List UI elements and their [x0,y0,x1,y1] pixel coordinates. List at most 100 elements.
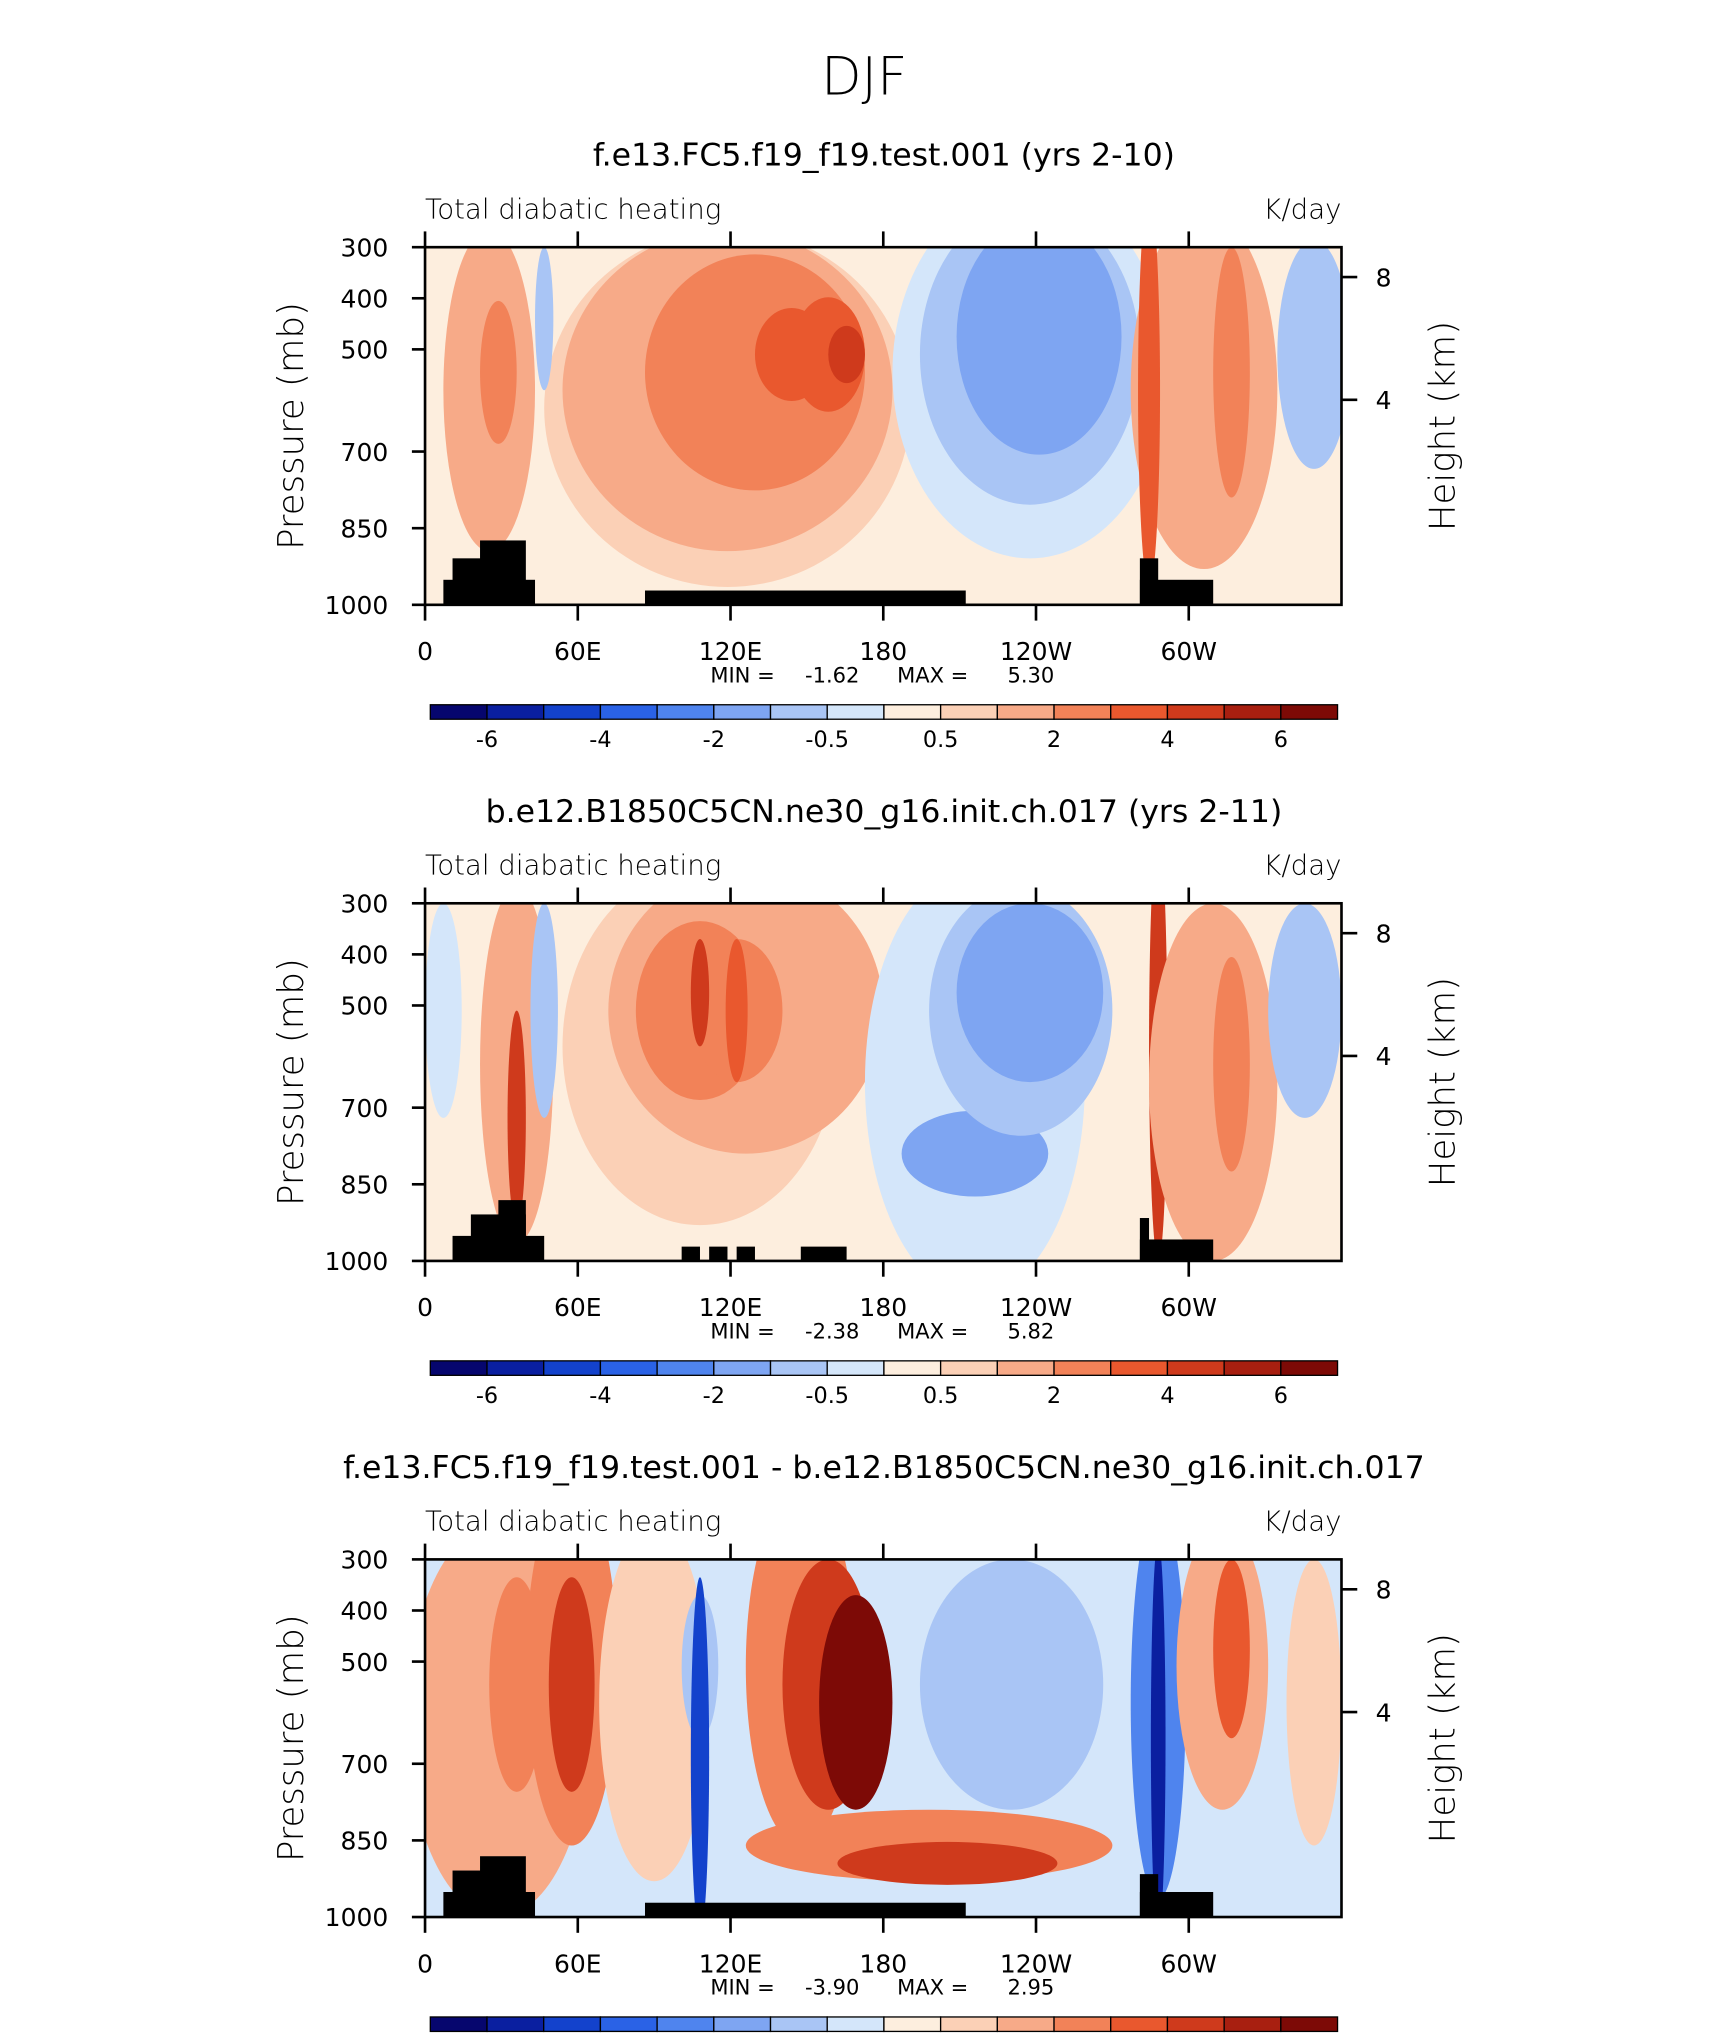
field-region [690,1577,710,1918]
colorbar-box [599,2016,658,2033]
field [425,903,1342,1261]
colorbar-box [713,704,772,720]
y-tick-label: 1000 [325,1247,389,1276]
colorbar-box [656,1360,715,1376]
field-region [819,1595,893,1810]
colorbar-box [713,1360,772,1376]
colorbar-box [769,1360,828,1376]
topography [1139,558,1159,605]
colorbar-tick-label: -2 [703,1383,725,1409]
colorbar-box [996,1360,1055,1376]
colorbar-box [599,704,658,720]
x-tick-label: 0 [417,1293,433,1322]
field-region [507,1010,526,1226]
y2-tick-label: 8 [1376,1576,1392,1605]
x-tick-label: 0 [417,637,433,666]
topography [800,1246,847,1261]
panel: f.e13.FC5.f19_f19.test.001 (yrs 2-10) Tot… [271,138,1464,753]
colorbar-box [826,2016,885,2033]
colorbar-box [486,1360,545,1376]
colorbar-box [486,704,545,720]
topography [480,1856,526,1918]
colorbar-box [599,1360,658,1376]
field-region [837,1841,1058,1885]
x-tick-label: 60E [554,1293,602,1322]
y-tick-label: 300 [341,889,389,918]
topography [681,1246,700,1261]
colorbar-box [429,704,488,720]
colorbar-box [1166,2016,1225,2033]
x-tick-label: 120E [699,1949,762,1978]
left-label: Total diabatic heating [425,848,721,881]
y-tick-label: 400 [341,1597,389,1626]
right-label: K/day [1263,192,1341,225]
field-region [1150,1559,1166,1918]
field-region [828,325,865,384]
field-region [1213,956,1250,1172]
x-tick-label: 60E [554,637,602,666]
colorbar-tick-label: -2 [703,727,725,753]
x-tick-label: 60W [1161,1293,1217,1322]
colorbar-tick-label: 0.5 [923,1383,959,1409]
field-region [548,1577,595,1792]
topography [1139,1218,1150,1261]
y-axis-label: Pressure (mb) [271,1614,312,1862]
right-label: K/day [1263,848,1341,881]
x-tick-label: 60W [1161,1949,1217,1978]
colorbar-box [1166,1360,1225,1376]
panel-title: f.e13.FC5.f19_f19.test.001 (yrs 2-10) [593,138,1175,174]
field-region [919,1559,1104,1810]
y-tick-label: 300 [341,1546,389,1575]
field-region [425,903,462,1118]
y-tick-label: 400 [341,941,389,970]
x-tick-label: 180 [859,637,907,666]
field-region [725,939,748,1083]
field-region [956,903,1104,1083]
x-tick-label: 120W [1000,1949,1072,1978]
y-tick-label: 1000 [325,1903,389,1932]
colorbar-box [883,1360,942,1376]
y2-tick-label: 8 [1376,919,1392,948]
y-tick-label: 700 [341,1750,389,1779]
colorbar-tick-label: 0.5 [923,727,959,753]
topography [709,1246,728,1261]
y2-axis-label: Height (km) [1423,1633,1464,1843]
panel-title: b.e12.B1850C5CN.ne30_g16.init.ch.017 (yr… [486,794,1283,830]
y2-axis-label: Height (km) [1423,977,1464,1187]
y-tick-label: 500 [341,336,389,365]
colorbar-tick-label: -4 [589,727,611,753]
max-value: 2.95 [1008,1975,1055,2000]
colorbar-box [1110,1360,1169,1376]
colorbar-tick-label: -6 [476,727,498,753]
colorbar-box [939,704,998,720]
colorbar-box [769,704,828,720]
colorbar-box [996,704,1055,720]
x-tick-label: 60W [1161,637,1217,666]
max-text: MAX = [897,662,968,687]
colorbar-box [1110,704,1169,720]
colorbar-box [1110,2016,1169,2033]
colorbar-box [429,1360,488,1376]
colorbar-box [996,2016,1055,2033]
colorbar-box [543,2016,602,2033]
field-region [1213,247,1250,498]
field-region [535,247,554,391]
left-label: Total diabatic heating [425,1504,721,1537]
colorbar-box [656,704,715,720]
colorbar-tick-label: -0.5 [805,727,849,753]
y-tick-label: 700 [341,1094,389,1123]
colorbar-box [1280,2016,1339,2033]
topography [1139,1874,1159,1918]
colorbar-box [1223,704,1282,720]
colorbar-tick-label: 4 [1160,1383,1174,1409]
min-value: -1.62 [805,662,859,687]
figure-title: DJF [821,47,907,108]
colorbar-box [486,2016,545,2033]
colorbar-tick-label: 4 [1160,727,1174,753]
colorbar-tick-label: -4 [589,1383,611,1409]
panel-title: f.e13.FC5.f19_f19.test.001 - b.e12.B1850… [343,1450,1425,1486]
max-value: 5.82 [1008,1319,1055,1344]
field-region [690,939,710,1047]
field-region [956,247,1122,455]
topography [480,540,526,605]
